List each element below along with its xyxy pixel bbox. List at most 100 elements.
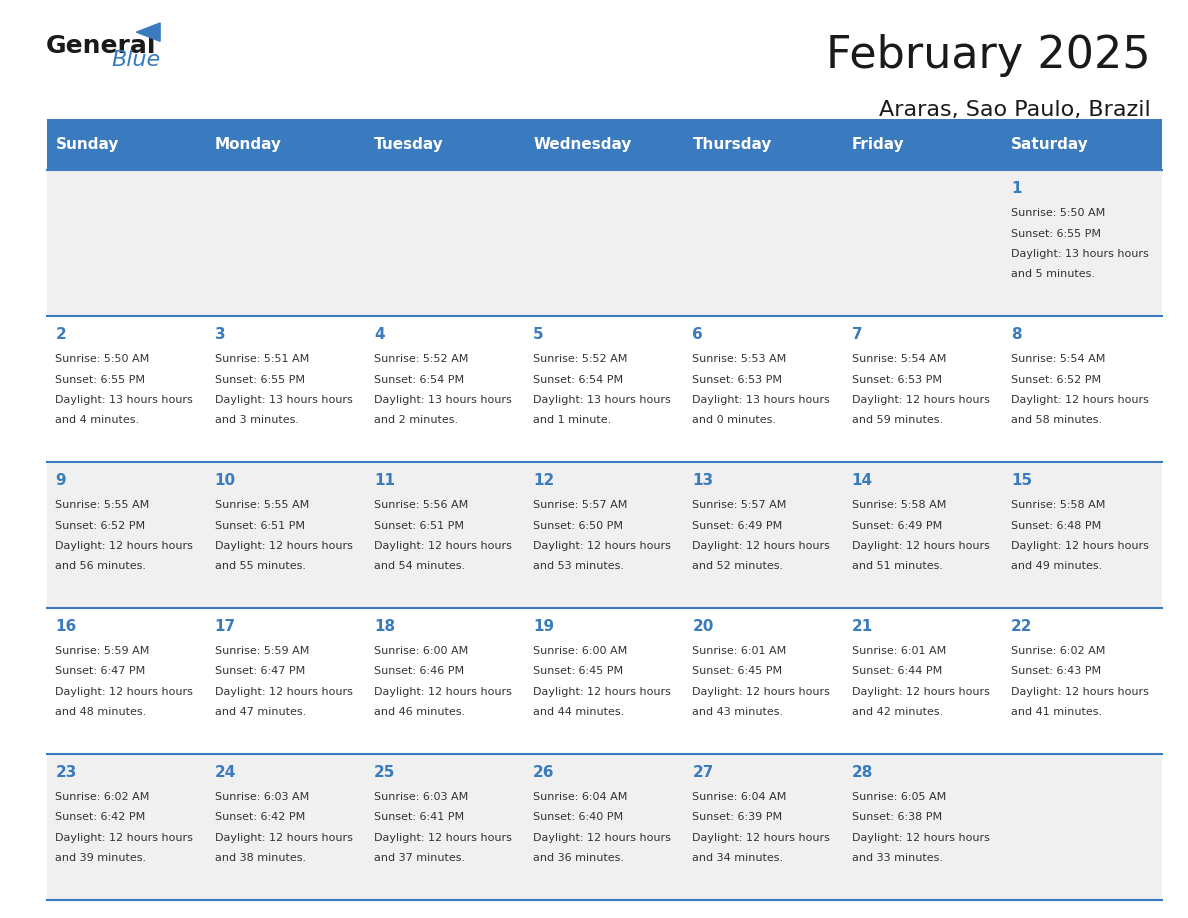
Bar (525, 608, 684, 754)
Text: Sunrise: 5:52 AM: Sunrise: 5:52 AM (374, 354, 468, 364)
Bar (684, 119, 843, 170)
Text: Daylight: 12 hours hours: Daylight: 12 hours hours (374, 541, 512, 551)
Bar (366, 754, 525, 900)
Bar (843, 170, 1003, 316)
Text: Sunrise: 5:50 AM: Sunrise: 5:50 AM (56, 354, 150, 364)
Text: and 58 minutes.: and 58 minutes. (1011, 415, 1102, 425)
Text: Daylight: 12 hours hours: Daylight: 12 hours hours (852, 395, 990, 405)
Text: 22: 22 (1011, 619, 1032, 633)
Text: 11: 11 (374, 473, 394, 487)
Bar (366, 316, 525, 462)
Text: 25: 25 (374, 765, 396, 779)
Bar (525, 170, 684, 316)
Text: and 49 minutes.: and 49 minutes. (1011, 561, 1102, 571)
Text: Sunday: Sunday (56, 137, 119, 152)
Text: and 1 minute.: and 1 minute. (533, 415, 612, 425)
Text: 9: 9 (56, 473, 67, 487)
Bar (1003, 754, 1162, 900)
Text: Daylight: 13 hours hours: Daylight: 13 hours hours (215, 395, 353, 405)
Text: Sunset: 6:53 PM: Sunset: 6:53 PM (693, 375, 783, 385)
Text: Sunset: 6:54 PM: Sunset: 6:54 PM (533, 375, 624, 385)
Text: Sunrise: 6:01 AM: Sunrise: 6:01 AM (693, 646, 786, 656)
Bar (207, 608, 366, 754)
Text: Sunset: 6:41 PM: Sunset: 6:41 PM (374, 812, 465, 823)
Text: Saturday: Saturday (1011, 137, 1088, 152)
Text: 3: 3 (215, 327, 226, 341)
Text: Daylight: 12 hours hours: Daylight: 12 hours hours (56, 833, 194, 843)
Text: Sunrise: 6:02 AM: Sunrise: 6:02 AM (1011, 646, 1105, 656)
Text: Sunrise: 5:50 AM: Sunrise: 5:50 AM (1011, 208, 1105, 218)
Text: 19: 19 (533, 619, 555, 633)
Text: Sunset: 6:55 PM: Sunset: 6:55 PM (56, 375, 145, 385)
Text: Sunrise: 5:55 AM: Sunrise: 5:55 AM (215, 500, 309, 510)
Text: and 33 minutes.: and 33 minutes. (852, 853, 943, 863)
Text: Daylight: 12 hours hours: Daylight: 12 hours hours (56, 687, 194, 697)
Bar (525, 119, 684, 170)
Text: Sunset: 6:54 PM: Sunset: 6:54 PM (374, 375, 465, 385)
Text: Sunrise: 6:05 AM: Sunrise: 6:05 AM (852, 792, 946, 802)
Bar (684, 754, 843, 900)
Text: and 4 minutes.: and 4 minutes. (56, 415, 139, 425)
Text: Sunrise: 5:58 AM: Sunrise: 5:58 AM (852, 500, 946, 510)
Text: 2: 2 (56, 327, 67, 341)
Bar (684, 316, 843, 462)
Polygon shape (137, 23, 160, 41)
Text: and 54 minutes.: and 54 minutes. (374, 561, 465, 571)
Text: Sunrise: 5:55 AM: Sunrise: 5:55 AM (56, 500, 150, 510)
Text: 5: 5 (533, 327, 544, 341)
Bar (207, 316, 366, 462)
Text: Daylight: 13 hours hours: Daylight: 13 hours hours (374, 395, 512, 405)
Text: and 2 minutes.: and 2 minutes. (374, 415, 459, 425)
Bar (843, 754, 1003, 900)
Text: Sunset: 6:42 PM: Sunset: 6:42 PM (56, 812, 146, 823)
Text: General: General (45, 34, 156, 58)
Text: Sunset: 6:40 PM: Sunset: 6:40 PM (533, 812, 624, 823)
Text: 14: 14 (852, 473, 873, 487)
Text: Sunset: 6:43 PM: Sunset: 6:43 PM (1011, 666, 1101, 677)
Text: Sunrise: 5:58 AM: Sunrise: 5:58 AM (1011, 500, 1105, 510)
Text: Daylight: 12 hours hours: Daylight: 12 hours hours (56, 541, 194, 551)
Text: 24: 24 (215, 765, 236, 779)
Text: and 39 minutes.: and 39 minutes. (56, 853, 146, 863)
Bar (843, 316, 1003, 462)
Text: and 53 minutes.: and 53 minutes. (533, 561, 624, 571)
Text: Daylight: 12 hours hours: Daylight: 12 hours hours (852, 687, 990, 697)
Text: Araras, Sao Paulo, Brazil: Araras, Sao Paulo, Brazil (879, 100, 1150, 120)
Text: Daylight: 12 hours hours: Daylight: 12 hours hours (215, 687, 353, 697)
Text: Daylight: 12 hours hours: Daylight: 12 hours hours (852, 541, 990, 551)
Bar (207, 170, 366, 316)
Text: 1: 1 (1011, 181, 1022, 196)
Text: February 2025: February 2025 (826, 34, 1150, 76)
Bar (366, 170, 525, 316)
Text: Sunrise: 5:57 AM: Sunrise: 5:57 AM (533, 500, 627, 510)
Text: Blue: Blue (112, 50, 162, 70)
Text: Monday: Monday (215, 137, 282, 152)
Text: and 5 minutes.: and 5 minutes. (1011, 269, 1095, 279)
Bar (48, 462, 207, 608)
Bar (1003, 462, 1162, 608)
Text: Sunset: 6:55 PM: Sunset: 6:55 PM (1011, 229, 1101, 239)
Text: Friday: Friday (852, 137, 904, 152)
Bar (48, 316, 207, 462)
Text: and 47 minutes.: and 47 minutes. (215, 707, 307, 717)
Text: Sunset: 6:42 PM: Sunset: 6:42 PM (215, 812, 305, 823)
Bar (843, 119, 1003, 170)
Text: Sunset: 6:45 PM: Sunset: 6:45 PM (533, 666, 624, 677)
Text: Daylight: 12 hours hours: Daylight: 12 hours hours (693, 833, 830, 843)
Text: Sunset: 6:55 PM: Sunset: 6:55 PM (215, 375, 304, 385)
Bar (1003, 316, 1162, 462)
Text: and 44 minutes.: and 44 minutes. (533, 707, 625, 717)
Text: and 52 minutes.: and 52 minutes. (693, 561, 784, 571)
Text: and 41 minutes.: and 41 minutes. (1011, 707, 1102, 717)
Text: Sunset: 6:46 PM: Sunset: 6:46 PM (374, 666, 465, 677)
Bar (684, 170, 843, 316)
Bar (1003, 170, 1162, 316)
Text: Daylight: 13 hours hours: Daylight: 13 hours hours (533, 395, 671, 405)
Text: 4: 4 (374, 327, 385, 341)
Bar (366, 462, 525, 608)
Text: 16: 16 (56, 619, 77, 633)
Text: Daylight: 12 hours hours: Daylight: 12 hours hours (215, 541, 353, 551)
Text: and 38 minutes.: and 38 minutes. (215, 853, 305, 863)
Text: Sunset: 6:48 PM: Sunset: 6:48 PM (1011, 521, 1101, 531)
Text: Sunset: 6:45 PM: Sunset: 6:45 PM (693, 666, 783, 677)
